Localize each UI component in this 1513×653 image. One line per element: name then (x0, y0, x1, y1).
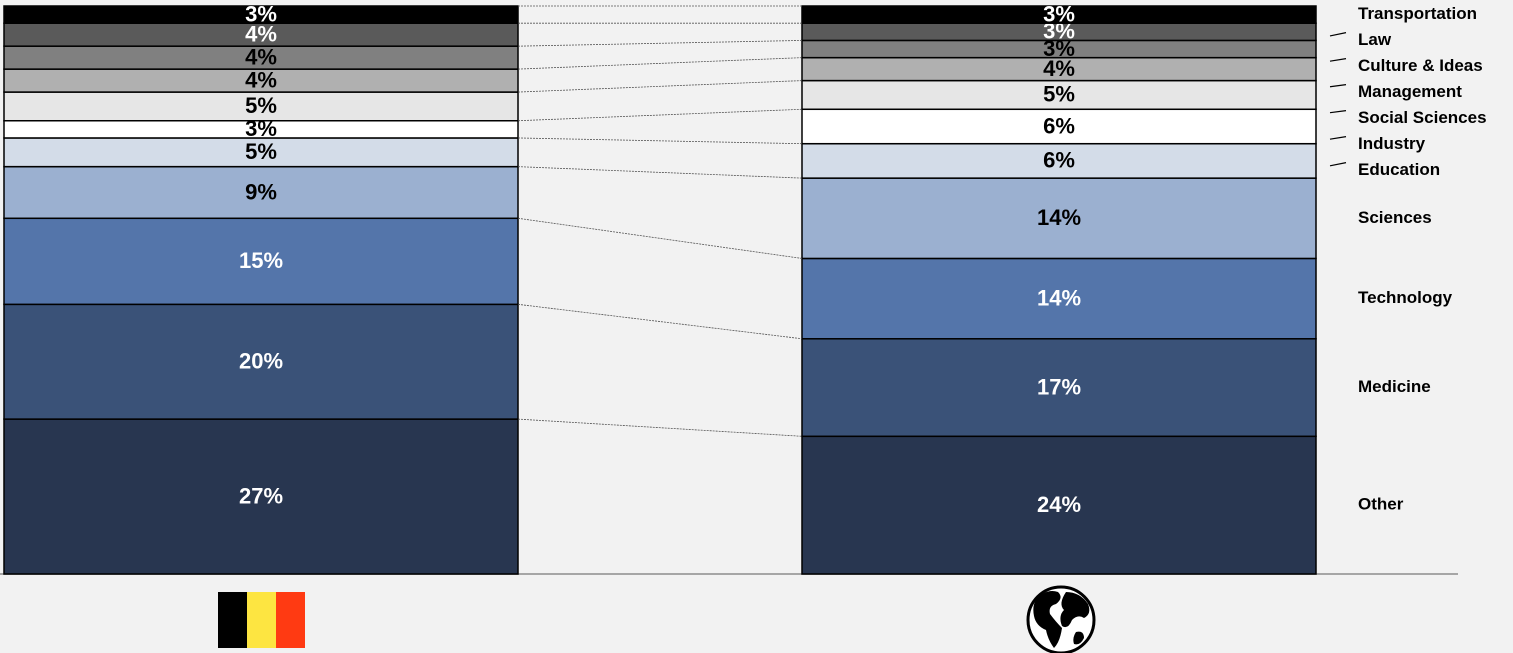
bar-segment (801, 338, 1317, 438)
legend-label: Medicine (1358, 377, 1431, 396)
legend-label: Social Sciences (1358, 108, 1487, 127)
value-label: 4% (245, 44, 277, 69)
value-label: 6% (1043, 148, 1075, 173)
bar-segment (801, 108, 1317, 145)
connector (517, 40, 803, 47)
value-label: 27% (239, 483, 283, 508)
bar-segment (3, 165, 519, 220)
bar-segment (3, 303, 519, 420)
bar-segment (801, 5, 1317, 24)
bar-segment (3, 91, 519, 122)
connector (517, 108, 803, 122)
value-label: 5% (245, 139, 277, 164)
legend-label: Law (1358, 30, 1392, 49)
value-label: 14% (1037, 205, 1081, 230)
belgium-flag (218, 592, 305, 648)
connector (517, 80, 803, 93)
value-label: 6% (1043, 113, 1075, 138)
value-label: 15% (239, 248, 283, 273)
value-label: 24% (1037, 492, 1081, 517)
value-label: 14% (1037, 285, 1081, 310)
bar-segment (801, 257, 1317, 340)
legend-leader (1329, 110, 1347, 114)
value-label: 5% (1043, 82, 1075, 107)
value-label: 17% (1037, 374, 1081, 399)
legend-label: Transportation (1358, 4, 1477, 23)
legend-label: Management (1358, 82, 1462, 101)
connector (517, 418, 803, 437)
bar-segment (801, 142, 1317, 179)
legend-leader (1329, 84, 1347, 88)
legend-label: Culture & Ideas (1358, 56, 1483, 75)
value-label: 3% (245, 1, 277, 26)
value-label: 4% (1043, 56, 1075, 81)
legend-label: Education (1358, 160, 1440, 179)
bar-segment (801, 79, 1317, 111)
legend-leader (1329, 162, 1347, 167)
legend-label: Technology (1358, 288, 1453, 307)
connector (517, 57, 803, 70)
legend-leader (1329, 136, 1347, 140)
bar-segment (801, 435, 1317, 575)
value-label: 4% (245, 21, 277, 46)
value-label: 20% (239, 349, 283, 374)
globe-icon (1026, 585, 1096, 653)
legend-leader (1329, 32, 1347, 37)
value-label: 5% (245, 93, 277, 118)
bar-segment (3, 418, 519, 575)
connector (517, 217, 803, 259)
connector (517, 166, 803, 179)
bar-segment (3, 217, 519, 306)
legend-leader (1329, 58, 1347, 62)
legend-label: Industry (1358, 134, 1426, 153)
value-label: 3% (1043, 1, 1075, 26)
bar-segment (801, 177, 1317, 260)
connector (517, 137, 803, 145)
legend-label: Sciences (1358, 208, 1432, 227)
bar-segment (3, 5, 519, 24)
value-label: 9% (245, 179, 277, 204)
value-label: 4% (245, 67, 277, 92)
legend-label: Other (1358, 495, 1404, 514)
connector (517, 303, 803, 340)
